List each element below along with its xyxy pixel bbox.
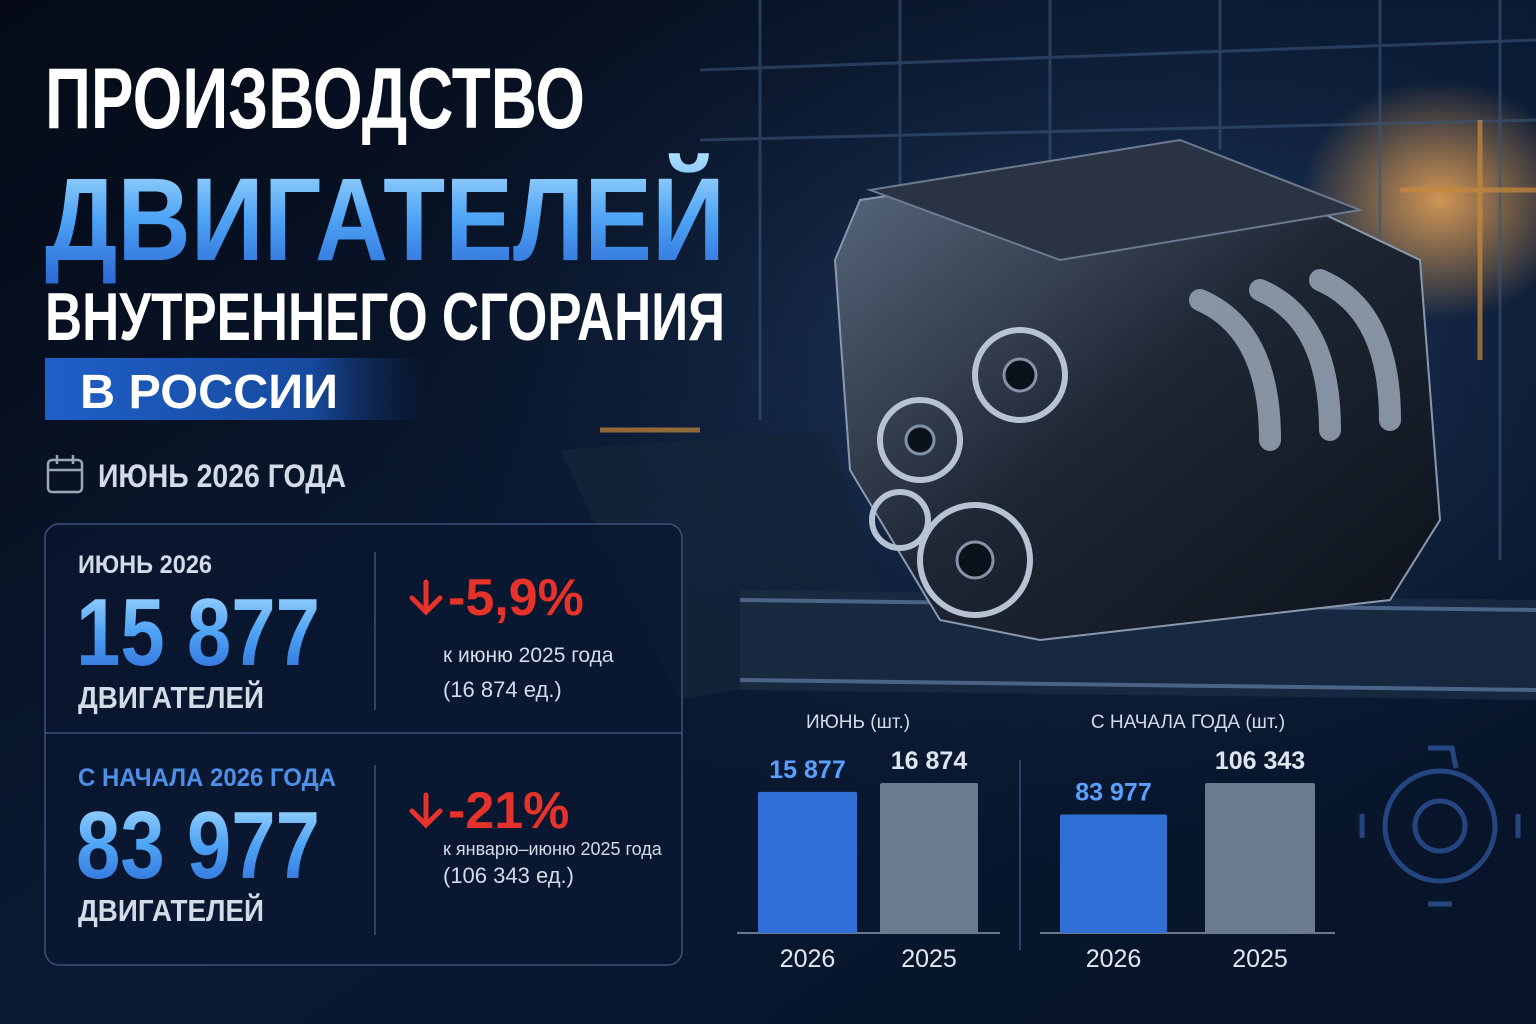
value-label: 15 877 xyxy=(769,756,845,784)
stat-value: 15 877 xyxy=(76,579,320,686)
bar xyxy=(880,783,978,933)
value-label: 106 343 xyxy=(1215,747,1305,775)
banner xyxy=(45,358,425,420)
stat-reference: (106 343 ед.) xyxy=(443,863,574,888)
title: ПРОИЗВОДСТВО xyxy=(45,51,585,147)
stat-unit: ДВИГАТЕЛЕЙ xyxy=(78,892,264,928)
stat-reference: (16 874 ед.) xyxy=(443,677,562,702)
bar xyxy=(1060,814,1167,933)
stat-comparison: к июню 2025 года xyxy=(443,644,614,667)
stats-panel xyxy=(44,523,683,966)
charts: ИЮНЬ (шт.) 15 877 2026 16 874 2025 С НАЧАЛА Г… xyxy=(737,712,1335,973)
category-label: 2025 xyxy=(901,945,957,973)
stat-label: ИЮНЬ 2026 xyxy=(78,551,212,579)
stat-change: -5,9% xyxy=(448,569,584,627)
gear-icon xyxy=(1359,745,1521,907)
stat-comparison: к январю–июню 2025 года xyxy=(443,839,663,859)
chart-title: С НАЧАЛА ГОДА (шт.) xyxy=(1091,712,1285,733)
title: ДВИГАТЕЛЕЙ xyxy=(45,152,725,286)
chart-title: ИЮНЬ (шт.) xyxy=(806,712,910,733)
category-label: 2026 xyxy=(780,945,836,973)
category-label: 2026 xyxy=(1086,945,1142,973)
value-label: 16 874 xyxy=(891,747,968,775)
factory-beams xyxy=(600,120,1536,433)
bar xyxy=(1205,783,1315,933)
down-arrow xyxy=(409,579,443,616)
subtitle: В РОССИИ xyxy=(80,366,338,419)
value-label: 83 977 xyxy=(1075,779,1151,807)
engine-illustration xyxy=(833,138,1442,642)
category-label: 2025 xyxy=(1232,945,1288,973)
calendar-icon xyxy=(46,455,84,494)
stat-unit: ДВИГАТЕЛЕЙ xyxy=(78,679,264,715)
stat-label: С НАЧАЛА 2026 ГОДА xyxy=(78,764,336,792)
stat-value: 83 977 xyxy=(76,792,320,899)
title: ВНУТРЕННЕГО СГОРАНИЯ xyxy=(45,279,725,355)
bar xyxy=(758,791,857,933)
period: ИЮНЬ 2026 ГОДА xyxy=(98,458,346,494)
stat-change: -21% xyxy=(448,782,569,840)
down-arrow xyxy=(409,792,443,829)
